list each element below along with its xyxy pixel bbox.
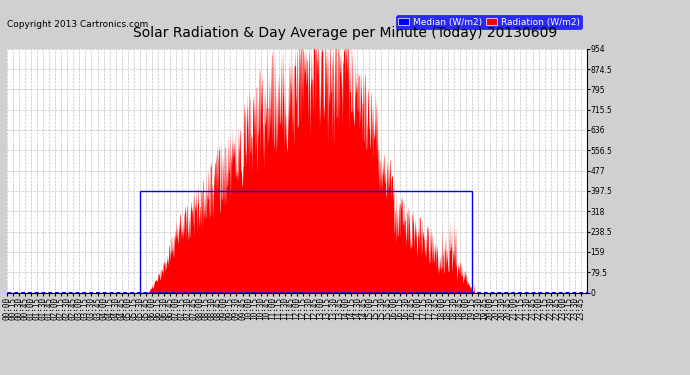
Text: Copyright 2013 Cartronics.com: Copyright 2013 Cartronics.com bbox=[7, 20, 148, 29]
Text: Solar Radiation & Day Average per Minute (Today) 20130609: Solar Radiation & Day Average per Minute… bbox=[133, 26, 557, 40]
Legend: Median (W/m2), Radiation (W/m2): Median (W/m2), Radiation (W/m2) bbox=[396, 15, 582, 29]
Bar bbox=[140, 191, 472, 292]
